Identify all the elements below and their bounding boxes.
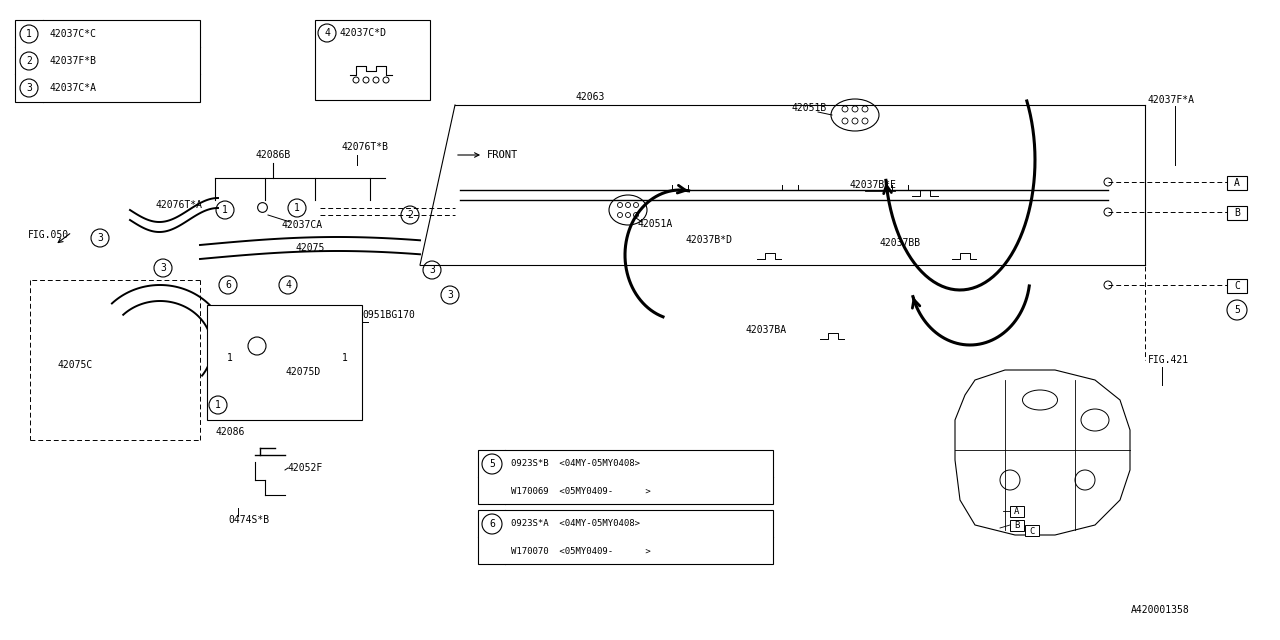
Bar <box>1228 279 1247 293</box>
Text: 42037C*A: 42037C*A <box>49 83 96 93</box>
Text: 1: 1 <box>342 353 348 363</box>
Text: 1: 1 <box>294 203 300 213</box>
Text: 2: 2 <box>26 56 32 66</box>
Text: 0923S*B  <04MY-05MY0408>: 0923S*B <04MY-05MY0408> <box>511 460 640 468</box>
Text: 42086: 42086 <box>215 427 244 437</box>
Text: C: C <box>1029 527 1034 536</box>
Text: 42037BA: 42037BA <box>745 325 786 335</box>
Text: C: C <box>1234 281 1240 291</box>
Text: W170069  <05MY0409-      >: W170069 <05MY0409- > <box>511 486 650 495</box>
Text: 42037CA: 42037CA <box>282 220 323 230</box>
Bar <box>1025 525 1039 536</box>
Text: 3: 3 <box>26 83 32 93</box>
Text: 42075C: 42075C <box>58 360 93 370</box>
Text: 5: 5 <box>489 459 495 469</box>
Text: 0951BG170: 0951BG170 <box>362 310 415 320</box>
Text: FIG.050: FIG.050 <box>28 230 69 240</box>
Text: 3: 3 <box>447 290 453 300</box>
Text: 42037BB: 42037BB <box>881 238 922 248</box>
Bar <box>477 510 773 564</box>
Text: 42063: 42063 <box>575 92 604 102</box>
Text: A: A <box>1014 508 1020 516</box>
Bar <box>1010 520 1024 531</box>
Text: A420001358: A420001358 <box>1132 605 1190 615</box>
Text: 2: 2 <box>407 210 413 220</box>
Text: 42075: 42075 <box>294 243 324 253</box>
Text: 1: 1 <box>221 205 228 215</box>
Bar <box>1010 506 1024 517</box>
Text: 42076T*A: 42076T*A <box>155 200 202 210</box>
Text: 1: 1 <box>215 400 221 410</box>
Text: 42051A: 42051A <box>637 219 673 229</box>
Text: 42086B: 42086B <box>256 150 291 160</box>
Text: 3: 3 <box>160 263 166 273</box>
Text: 0474S*B: 0474S*B <box>228 515 269 525</box>
Text: 42037C*D: 42037C*D <box>339 28 387 38</box>
Text: FIG.421: FIG.421 <box>1148 355 1189 365</box>
Text: FRONT: FRONT <box>486 150 518 160</box>
Text: 5: 5 <box>1234 305 1240 315</box>
Bar <box>315 20 430 100</box>
Text: 42037B*E: 42037B*E <box>850 180 897 190</box>
Text: B: B <box>1234 208 1240 218</box>
Text: 1: 1 <box>227 353 233 363</box>
Text: 1: 1 <box>26 29 32 39</box>
Text: 42037F*A: 42037F*A <box>1148 95 1196 105</box>
Text: 0923S*A  <04MY-05MY0408>: 0923S*A <04MY-05MY0408> <box>511 520 640 529</box>
Text: 42052F: 42052F <box>288 463 324 473</box>
Bar <box>207 305 362 420</box>
Text: W170070  <05MY0409-      >: W170070 <05MY0409- > <box>511 547 650 556</box>
Text: 42037F*B: 42037F*B <box>49 56 96 66</box>
Text: A: A <box>1234 178 1240 188</box>
Text: 4: 4 <box>285 280 291 290</box>
Text: 3: 3 <box>97 233 102 243</box>
Bar <box>15 20 200 102</box>
Text: 42037B*D: 42037B*D <box>685 235 732 245</box>
Bar <box>1228 176 1247 190</box>
Bar <box>1228 206 1247 220</box>
Text: 6: 6 <box>489 519 495 529</box>
Text: 42051B: 42051B <box>792 103 827 113</box>
Text: 42076T*B: 42076T*B <box>342 142 389 152</box>
Bar <box>477 450 773 504</box>
Text: 42075D: 42075D <box>285 367 320 377</box>
Text: 6: 6 <box>225 280 230 290</box>
Text: 3: 3 <box>429 265 435 275</box>
Text: 42037C*C: 42037C*C <box>49 29 96 39</box>
Text: B: B <box>1014 522 1020 531</box>
Text: 4: 4 <box>324 28 330 38</box>
